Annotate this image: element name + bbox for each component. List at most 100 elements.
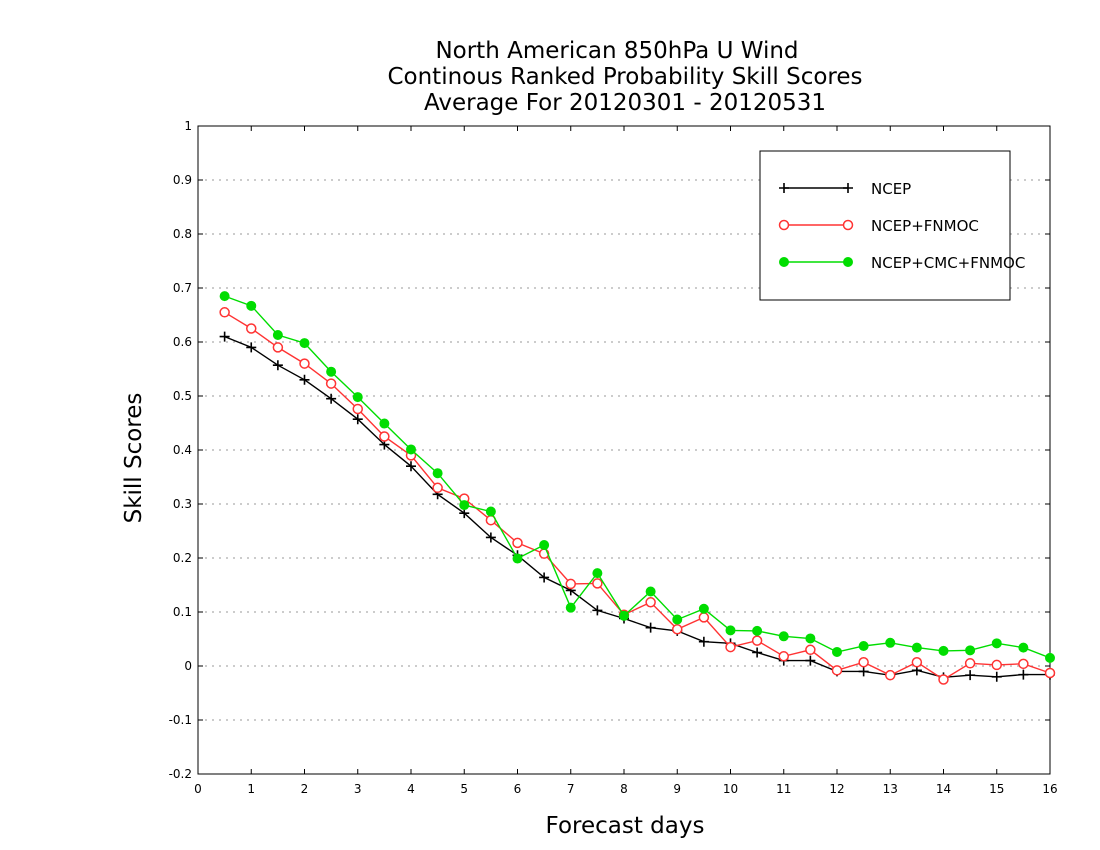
data-point (432, 482, 443, 494)
legend-marker (778, 219, 790, 231)
data-point (805, 644, 816, 656)
data-point (1018, 658, 1029, 670)
data-point (272, 329, 283, 340)
x-tick-label: 3 (354, 782, 362, 796)
data-point (485, 532, 496, 543)
chart-title: North American 850hPa U Wind Continous R… (387, 38, 862, 116)
data-point (938, 645, 949, 656)
data-point (1045, 652, 1055, 663)
x-tick-label: 10 (723, 782, 738, 796)
legend-marker (843, 183, 853, 193)
data-point (272, 342, 284, 353)
data-point (805, 633, 816, 644)
y-tick-label: 0.6 (173, 335, 192, 349)
y-tick-label: 0.1 (173, 605, 192, 619)
x-tick-label: 5 (460, 782, 468, 796)
data-point (565, 602, 576, 613)
data-point (991, 638, 1002, 649)
y-tick-label: 0.2 (173, 551, 192, 565)
data-point (592, 578, 603, 589)
data-point (725, 641, 736, 653)
title-line-1: North American 850hPa U Wind (435, 38, 798, 64)
data-point (1018, 669, 1029, 680)
y-tick-label: 0.4 (173, 443, 192, 457)
y-tick-label: -0.1 (169, 713, 192, 727)
legend-entry: NCEP (779, 180, 911, 198)
legend-marker (779, 257, 789, 267)
data-point (326, 393, 337, 404)
data-point (911, 642, 922, 653)
x-tick-label: 9 (673, 782, 681, 796)
data-point (352, 414, 363, 425)
data-point (672, 614, 683, 625)
legend-marker (842, 219, 854, 231)
x-tick-label: 1 (247, 782, 255, 796)
gridlines (198, 179, 1050, 721)
data-point (938, 674, 949, 685)
y-tick-label: -0.2 (169, 767, 192, 781)
series-1 (219, 307, 1056, 685)
data-point (805, 655, 816, 666)
data-point (325, 378, 337, 389)
legend-entry: NCEP+CMC+FNMOC (779, 254, 1025, 272)
data-point (831, 665, 843, 676)
y-tick-label: 1 (184, 119, 192, 133)
data-point (299, 338, 310, 349)
data-point (725, 625, 736, 636)
data-point (964, 658, 976, 669)
data-point (592, 568, 603, 579)
data-point (246, 323, 257, 334)
x-tick-label: 12 (829, 782, 844, 796)
legend-entry: NCEP+FNMOC (778, 217, 979, 235)
x-tick-label: 4 (407, 782, 415, 796)
data-point (459, 500, 470, 511)
title-line-3: Average For 20120301 - 20120531 (424, 90, 826, 116)
x-tick-label: 6 (514, 782, 522, 796)
legend-marker (779, 183, 789, 193)
series-layer (219, 291, 1056, 685)
data-point (592, 605, 603, 616)
data-point (512, 553, 523, 564)
data-point (858, 656, 869, 668)
data-point (858, 666, 869, 677)
data-point (432, 468, 443, 479)
data-point (379, 418, 390, 429)
data-point (219, 291, 230, 302)
y-tick-label: 0.5 (173, 389, 192, 403)
x-tick-label: 2 (301, 782, 309, 796)
data-point (672, 624, 683, 635)
data-point (246, 342, 257, 353)
data-point (645, 597, 656, 608)
series-line (224, 311, 1051, 681)
x-tick-label: 0 (194, 782, 202, 796)
x-axis: 0 1 2 3 4 5 6 7 8 9 10 11 12 13 14 15 16 (194, 126, 1058, 796)
data-point (326, 366, 337, 377)
x-tick-label: 11 (776, 782, 791, 796)
data-point (965, 670, 976, 681)
data-point (406, 444, 416, 455)
legend-marker (843, 257, 853, 267)
legend-label: NCEP+FNMOC (871, 217, 979, 235)
y-axis-title: Skill Scores (121, 393, 147, 524)
data-point (645, 622, 656, 633)
data-point (965, 645, 976, 656)
data-point (406, 461, 416, 472)
data-point (246, 300, 257, 311)
data-point (645, 586, 656, 597)
data-point (911, 656, 923, 668)
x-tick-label: 7 (567, 782, 575, 796)
y-axis: -0.2 -0.1 0 0.1 0.2 0.3 0.4 0.5 0.6 0.7 0.8 0.9 1 (169, 119, 1050, 781)
data-point (379, 431, 390, 442)
data-point (885, 669, 896, 681)
x-tick-label: 14 (936, 782, 951, 796)
data-point (565, 578, 576, 590)
data-point (858, 641, 869, 652)
data-point (272, 360, 283, 371)
x-tick-label: 13 (883, 782, 898, 796)
y-tick-label: 0.3 (173, 497, 192, 511)
data-point (751, 635, 763, 646)
x-tick-label: 8 (620, 782, 628, 796)
data-point (539, 572, 550, 583)
data-point (991, 659, 1002, 671)
